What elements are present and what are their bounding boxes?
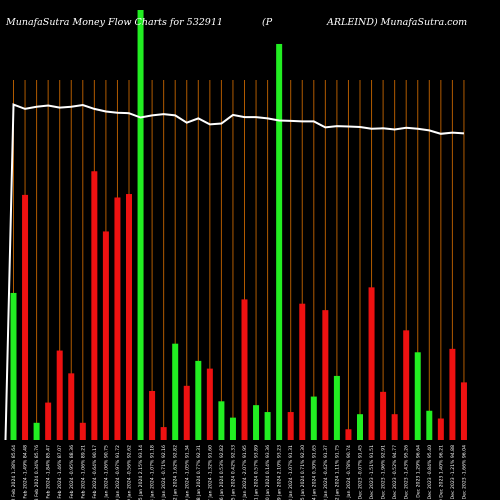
x-tick-label-15: 19 Jan 2024 -1.05% 91.34 [184,445,190,500]
bar-37 [437,418,444,440]
x-tick-label-18: 16 Jan 2024 0.53% 92.82 [219,445,225,500]
bar-12 [149,390,156,440]
bar-18 [218,401,225,440]
bar-14 [172,343,179,440]
bar-0 [10,292,17,440]
bar-13 [160,427,167,440]
x-tick-label-17: 17 Jan 2024 -1.32% 91.60 [207,445,213,500]
chart-title-mid: (P [262,17,273,28]
bar-29 [345,429,352,440]
x-tick-label-5: 05 Feb 2024 -0.95% 88.36 [69,445,75,500]
x-tick-label-8: 31 Jan 2024 -1.06% 90.75 [103,445,109,500]
bar-30 [357,414,363,440]
x-tick-label-20: 12 Jan 2024 -2.07% 91.95 [242,445,248,500]
x-tick-label-36: 20 Dec 2023 -0.84% 95.40 [427,445,433,500]
x-tick-label-30: 29 Dec 2023 -0.07% 91.45 [358,445,364,500]
x-tick-label-1: 09 Feb 2024 -1.49% 84.48 [23,445,29,500]
x-tick-label-32: 27 Dec 2023 -1.96% 92.91 [381,445,387,500]
bar-1 [22,194,29,440]
x-tick-label-10: 29 Jan 2024 -0.56% 92.62 [127,445,133,500]
bar-15 [183,385,190,440]
bar-19 [229,417,236,440]
bar-34 [403,330,410,440]
x-tick-label-27: 03 Jan 2024 -0.42% 91.37 [323,445,329,500]
x-tick-label-13: 23 Jan 2024 -0.71% 92.16 [161,445,167,500]
bar-21 [253,405,260,440]
x-tick-label-26: 04 Jan 2024 0.30% 91.65 [311,445,317,500]
bar-5 [68,373,75,440]
x-tick-label-3: 07 Feb 2024 -1.84% 85.47 [46,445,52,500]
bar-39 [460,382,467,440]
x-tick-label-25: 05 Jan 2024 0.71% 92.30 [300,445,306,500]
bar-23 [276,43,283,440]
bar-22 [264,412,271,440]
x-tick-label-39: 15 Dec 2023 -1.66% 96.04 [461,445,467,500]
bar-27 [322,310,329,440]
x-tick-label-35: 21 Dec 2023 1.29% 96.64 [415,445,421,500]
x-tick-label-16: 18 Jan 2024 0.77% 92.31 [196,445,202,500]
bar-35 [414,352,421,440]
x-tick-label-24: 08 Jan 2024 -1.07% 91.31 [288,445,294,500]
x-tick-label-28: 02 Jan 2024 1.11% 91.75 [334,445,340,500]
bar-6 [79,422,86,440]
x-tick-label-29: 01 Jan 2024 -0.78% 90.74 [346,445,352,500]
x-tick-label-33: 26 Dec 2023 -0.52% 94.77 [392,445,398,500]
bar-16 [195,360,202,440]
x-tick-label-23: 09 Jan 2024 2.10% 93.23 [277,445,283,500]
x-tick-label-0: 12 Feb 2024 1.38% 85.64 [11,445,17,500]
bar-33 [391,414,398,440]
x-tick-label-11: 25 Jan 2024 2.15% 93.14 [138,445,144,500]
x-tick-label-14: 22 Jan 2024 1.62% 92.82 [173,445,179,500]
x-tick-label-4: 06 Feb 2024 -1.46% 87.07 [57,445,63,500]
bar-9 [114,197,121,440]
x-tick-labels: 12 Feb 2024 1.38% 85.64 09 Feb 2024 -1.49… [11,445,467,500]
x-tick-label-12: 24 Jan 2024 -1.07% 91.18 [150,445,156,500]
bar-3 [45,402,52,440]
x-tick-label-34: 22 Dec 2023 -1.43% 95.26 [404,445,410,500]
x-tick-label-38: 18 Dec 2023 -1.21% 94.88 [450,445,456,500]
x-tick-label-7: 01 Feb 2024 -0.64% 90.17 [92,445,98,500]
bar-38 [449,348,456,440]
chart-title-right: ARLEIND) MunafaSutra.com [326,17,467,28]
bar-7 [91,171,98,440]
x-tick-label-2: 08 Feb 2024 0.34% 85.76 [34,445,40,500]
bar-32 [380,391,387,440]
bar-8 [102,231,109,440]
bar-26 [310,396,317,440]
bar-28 [333,375,340,440]
bar-20 [241,299,248,440]
chart-title-left: MunafaSutra Money Flow Charts for 532911 [5,17,223,28]
bar-36 [426,410,433,440]
x-tick-label-31: 28 Dec 2023 -1.51% 91.51 [369,445,375,500]
x-tick-label-21: 11 Jan 2024 0.57% 93.89 [254,445,260,500]
bar-11 [137,10,144,440]
bar-25 [299,303,306,440]
bar-2 [33,422,40,440]
bar-24 [287,412,294,440]
bar-17 [206,368,213,440]
x-tick-label-37: 19 Dec 2023 1.40% 96.21 [438,445,444,500]
x-tick-label-6: 02 Feb 2024 -1.06% 89.21 [80,445,86,500]
money-flow-line [4,103,465,441]
x-tick-label-19: 15 Jan 2024 0.42% 92.33 [230,445,236,500]
x-tick-label-9: 30 Jan 2024 -0.97% 91.72 [115,445,121,500]
bar-10 [126,194,132,440]
x-tick-label-22: 10 Jan 2024 0.14% 93.36 [265,445,271,500]
bar-series [10,10,467,440]
bar-31 [368,287,375,440]
bar-4 [56,350,63,440]
